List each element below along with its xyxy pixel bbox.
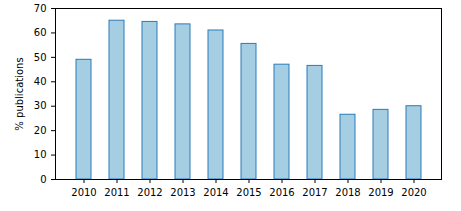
svg-text:10: 10 [34, 149, 47, 160]
svg-text:30: 30 [34, 100, 47, 111]
svg-text:50: 50 [34, 52, 47, 63]
svg-text:2011: 2011 [104, 187, 129, 198]
svg-text:2016: 2016 [269, 187, 294, 198]
svg-text:% publications: % publications [14, 57, 25, 130]
svg-text:2013: 2013 [170, 187, 195, 198]
svg-text:40: 40 [34, 76, 47, 87]
svg-text:70: 70 [34, 3, 47, 14]
svg-text:2018: 2018 [335, 187, 360, 198]
svg-text:2019: 2019 [368, 187, 393, 198]
svg-text:2010: 2010 [71, 187, 96, 198]
svg-text:2012: 2012 [137, 187, 162, 198]
svg-text:0: 0 [40, 174, 46, 185]
svg-text:60: 60 [34, 27, 47, 38]
svg-text:20: 20 [34, 125, 47, 136]
svg-text:2015: 2015 [236, 187, 261, 198]
svg-text:2017: 2017 [302, 187, 327, 198]
svg-text:2020: 2020 [401, 187, 426, 198]
svg-text:2014: 2014 [203, 187, 228, 198]
